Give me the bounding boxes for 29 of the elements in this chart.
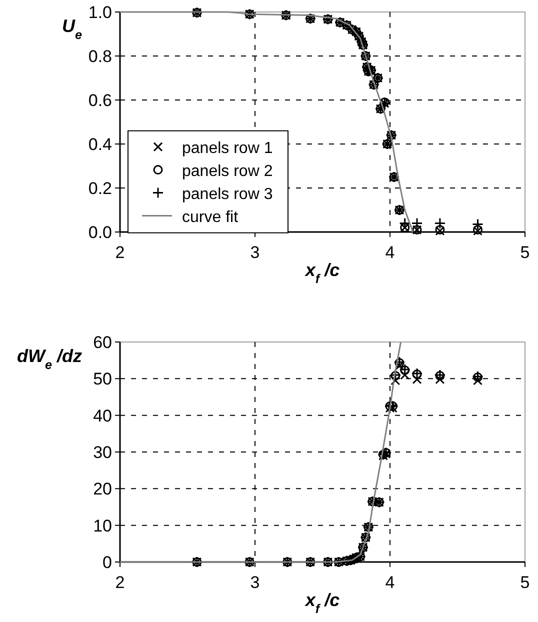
x-axis-title: x$_{f}$/c — [304, 260, 340, 286]
x-tick-label: 2 — [115, 573, 125, 592]
x-tick-label: 2 — [115, 243, 125, 262]
y-tick-label: 0.0 — [88, 223, 112, 242]
y-tick-label: 0.6 — [88, 91, 112, 110]
legend-label: panels row 1 — [182, 140, 273, 157]
y-tick-label: 0.2 — [88, 179, 112, 198]
x-axis-title: x$_{f}$/c — [304, 590, 340, 616]
x-tick-label: 3 — [250, 573, 260, 592]
y-axis-title: U$_{e}$ — [62, 16, 82, 42]
legend-label: panels row 3 — [182, 186, 273, 203]
x-tick-label: 4 — [385, 573, 395, 592]
legend-label: curve fit — [182, 208, 239, 226]
legend-label: panels row 2 — [182, 162, 273, 180]
x-tick-label: 5 — [520, 243, 530, 262]
y-tick-label: 1.0 — [88, 3, 112, 22]
y-tick-label: 10 — [93, 516, 112, 536]
y-tick-label: 0 — [102, 553, 112, 572]
y-tick-label: 0.8 — [88, 47, 112, 66]
x-tick-label: 4 — [385, 243, 395, 262]
y-tick-label: 30 — [93, 443, 112, 462]
y-axis-title: dW$_{e}$/dz — [16, 346, 82, 372]
x-tick-label: 5 — [520, 573, 530, 592]
y-tick-label: 60 — [93, 333, 112, 352]
y-tick-label: 20 — [93, 480, 112, 499]
y-tick-label: 0.4 — [88, 135, 112, 154]
x-tick-label: 3 — [250, 243, 260, 262]
y-tick-label: 40 — [93, 406, 112, 426]
y-tick-label: 50 — [93, 370, 112, 389]
